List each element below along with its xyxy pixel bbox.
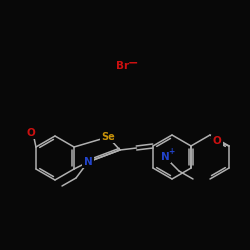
Text: −: − [128,56,138,70]
Text: O: O [212,136,222,146]
Text: N: N [160,152,170,162]
Text: Se: Se [101,132,115,142]
Text: +: + [168,148,174,156]
Text: Br: Br [116,61,130,71]
Text: N: N [84,157,92,167]
Text: O: O [26,128,36,138]
